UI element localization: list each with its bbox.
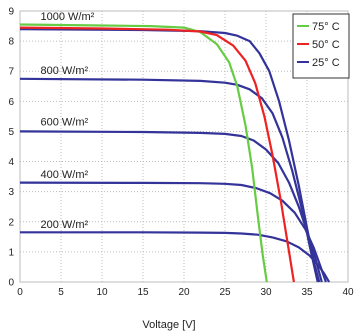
y-tick-label: 7 [8, 67, 14, 78]
tick-labels: 0 5 10 15 20 25 30 35 40 0 1 2 3 4 5 6 7 8 9 [8, 7, 354, 299]
series-line-75-c [19, 23, 268, 283]
y-tick-label: 4 [8, 157, 14, 168]
y-tick-label: 2 [8, 217, 14, 228]
x-tick-label: 10 [96, 287, 108, 298]
x-tick-label: 0 [17, 287, 23, 298]
x-tick-label: 35 [301, 287, 313, 298]
x-tick-label: 25 [219, 287, 231, 298]
series-line-25-c-800-w-m [19, 77, 319, 283]
x-tick-label: 30 [260, 287, 272, 298]
x-tick-label: 40 [342, 287, 354, 298]
irradiance-label: 600 W/m² [41, 116, 89, 128]
x-tick-label: 15 [137, 287, 149, 298]
y-tick-label: 9 [8, 7, 14, 18]
y-tick-label: 0 [8, 278, 14, 289]
irradiance-label: 800 W/m² [41, 65, 89, 77]
irradiance-label: 200 W/m² [41, 219, 89, 231]
legend: 75° C 50° C 25° C [292, 13, 350, 79]
legend-box [292, 13, 350, 79]
irradiance-label: 1000 W/m² [41, 11, 95, 23]
x-tick-label: 20 [178, 287, 190, 298]
series-line-25-c-400-w-m [19, 181, 327, 283]
y-tick-label: 3 [8, 187, 14, 198]
y-tick-label: 8 [8, 37, 14, 48]
series-line-50-c [19, 26, 295, 283]
series-group [19, 23, 331, 283]
y-tick-label: 5 [8, 127, 14, 138]
annotations-group: 1000 W/m² 800 W/m² 600 W/m² 400 W/m² 200 W/m… [41, 11, 95, 231]
y-tick-label: 1 [8, 247, 14, 258]
series-line-25-c-200-w-m [20, 231, 331, 283]
x-axis-label: Voltage [V] [142, 319, 195, 331]
y-tick-label: 6 [8, 97, 14, 108]
legend-label-75-c: 75° C [312, 21, 340, 33]
irradiance-label: 400 W/m² [41, 169, 89, 181]
legend-label-50-c: 50° C [312, 39, 340, 51]
legend-label-25-c: 25° C [312, 57, 340, 69]
x-tick-label: 5 [58, 287, 64, 298]
